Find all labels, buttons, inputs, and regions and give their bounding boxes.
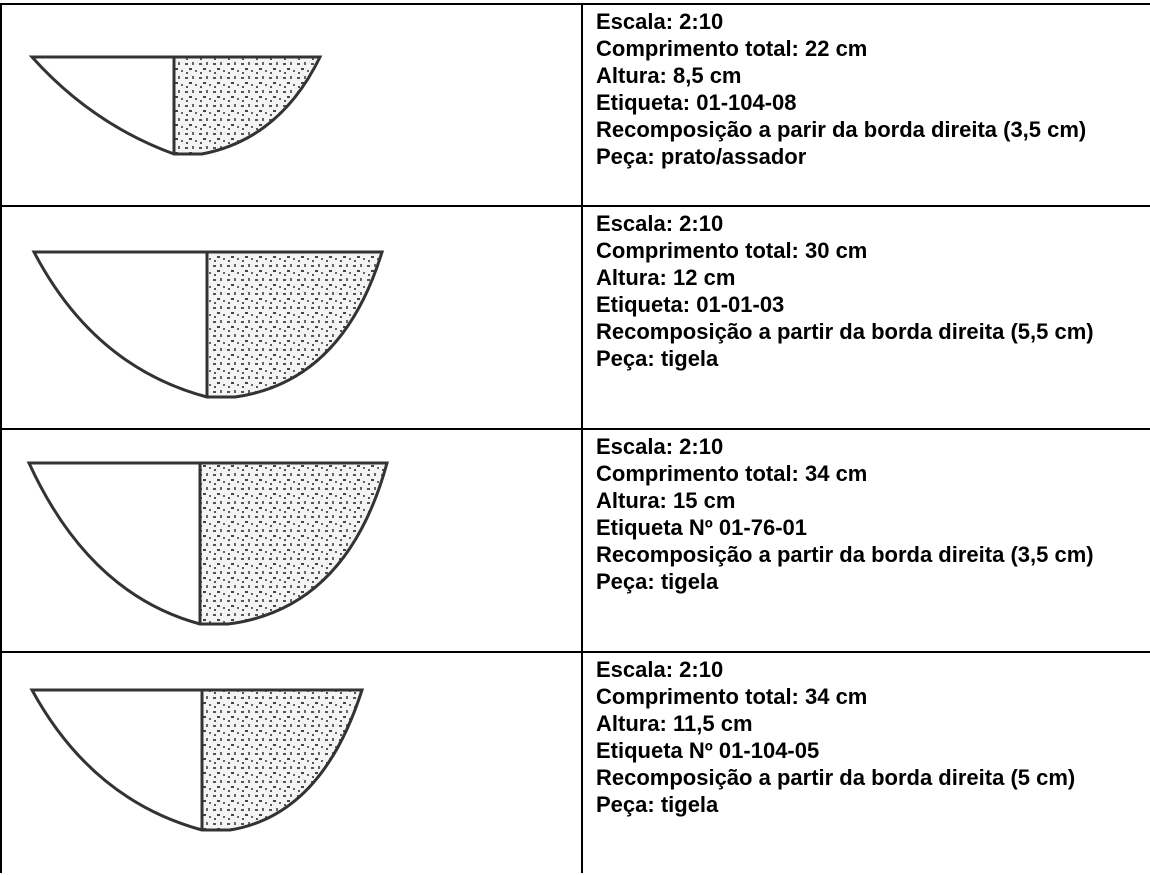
cell-line: Recomposição a parir da borda direita (3… [596, 117, 1087, 142]
drawing-cell [0, 653, 583, 873]
vessel-outline [29, 688, 365, 832]
cell-line: Etiqueta Nº 01-76-01 [596, 515, 807, 540]
table-row: Escala: 2:10 Comprimento total: 34 cm Altu… [0, 651, 1150, 873]
vessel-drawing [31, 250, 385, 399]
cell-line: Comprimento total: 22 cm [596, 36, 868, 61]
vessel-drawing [29, 688, 365, 832]
vessel-drawing [26, 461, 389, 626]
drawing-cell [0, 430, 583, 651]
table-row: Escala: 2:10 Comprimento total: 22 cm Altu… [0, 3, 1150, 205]
table-row: Escala: 2:10 Comprimento total: 30 cm Altu… [0, 205, 1150, 428]
vessel-stipple [174, 57, 320, 154]
text-cell: Escala: 2:10 Comprimento total: 34 cm Altu… [585, 430, 1150, 651]
table-row: Escala: 2:10 Comprimento total: 34 cm Altu… [0, 428, 1150, 651]
cell-line: Peça: tigela [596, 346, 719, 371]
drawing-cell [0, 207, 583, 428]
cell-line: Altura: 12 cm [596, 265, 736, 290]
cell-line: Peça: tigela [596, 792, 719, 817]
cell-line: Comprimento total: 30 cm [596, 238, 868, 263]
vessel-outline [28, 55, 323, 156]
cell-line: Escala: 2:10 [596, 434, 724, 459]
drawing-cell [0, 5, 583, 205]
cell-line: Etiqueta: 01-104-08 [596, 90, 797, 115]
cell-line: Altura: 15 cm [596, 488, 736, 513]
cell-line: Peça: prato/assador [596, 144, 807, 169]
cell-line: Escala: 2:10 [596, 657, 724, 682]
cell-line: Comprimento total: 34 cm [596, 461, 868, 486]
cell-line: Altura: 8,5 cm [596, 63, 742, 88]
text-cell: Escala: 2:10 Comprimento total: 22 cm Altu… [585, 5, 1150, 205]
vessel-stipple [207, 252, 382, 397]
vessel-outline [31, 250, 385, 399]
cell-line: Peça: tigela [596, 569, 719, 594]
cell-line: Etiqueta: 01-01-03 [596, 292, 785, 317]
vessel-drawing [28, 55, 323, 156]
vessel-outline [26, 461, 389, 626]
text-cell: Escala: 2:10 Comprimento total: 30 cm Altu… [585, 207, 1150, 428]
vessel-stipple [202, 690, 362, 830]
vessel-stipple [200, 463, 387, 624]
cell-line: Etiqueta Nº 01-104-05 [596, 738, 820, 763]
cell-line: Recomposição a partir da borda direita (… [596, 765, 1076, 790]
cell-line: Recomposição a partir da borda direita (… [596, 542, 1094, 567]
cell-line: Escala: 2:10 [596, 211, 724, 236]
cell-line: Escala: 2:10 [596, 9, 724, 34]
cell-line: Recomposição a partir da borda direita (… [596, 319, 1094, 344]
text-cell: Escala: 2:10 Comprimento total: 34 cm Altu… [585, 653, 1150, 873]
cell-line: Comprimento total: 34 cm [596, 684, 868, 709]
cell-line: Altura: 11,5 cm [596, 711, 753, 736]
